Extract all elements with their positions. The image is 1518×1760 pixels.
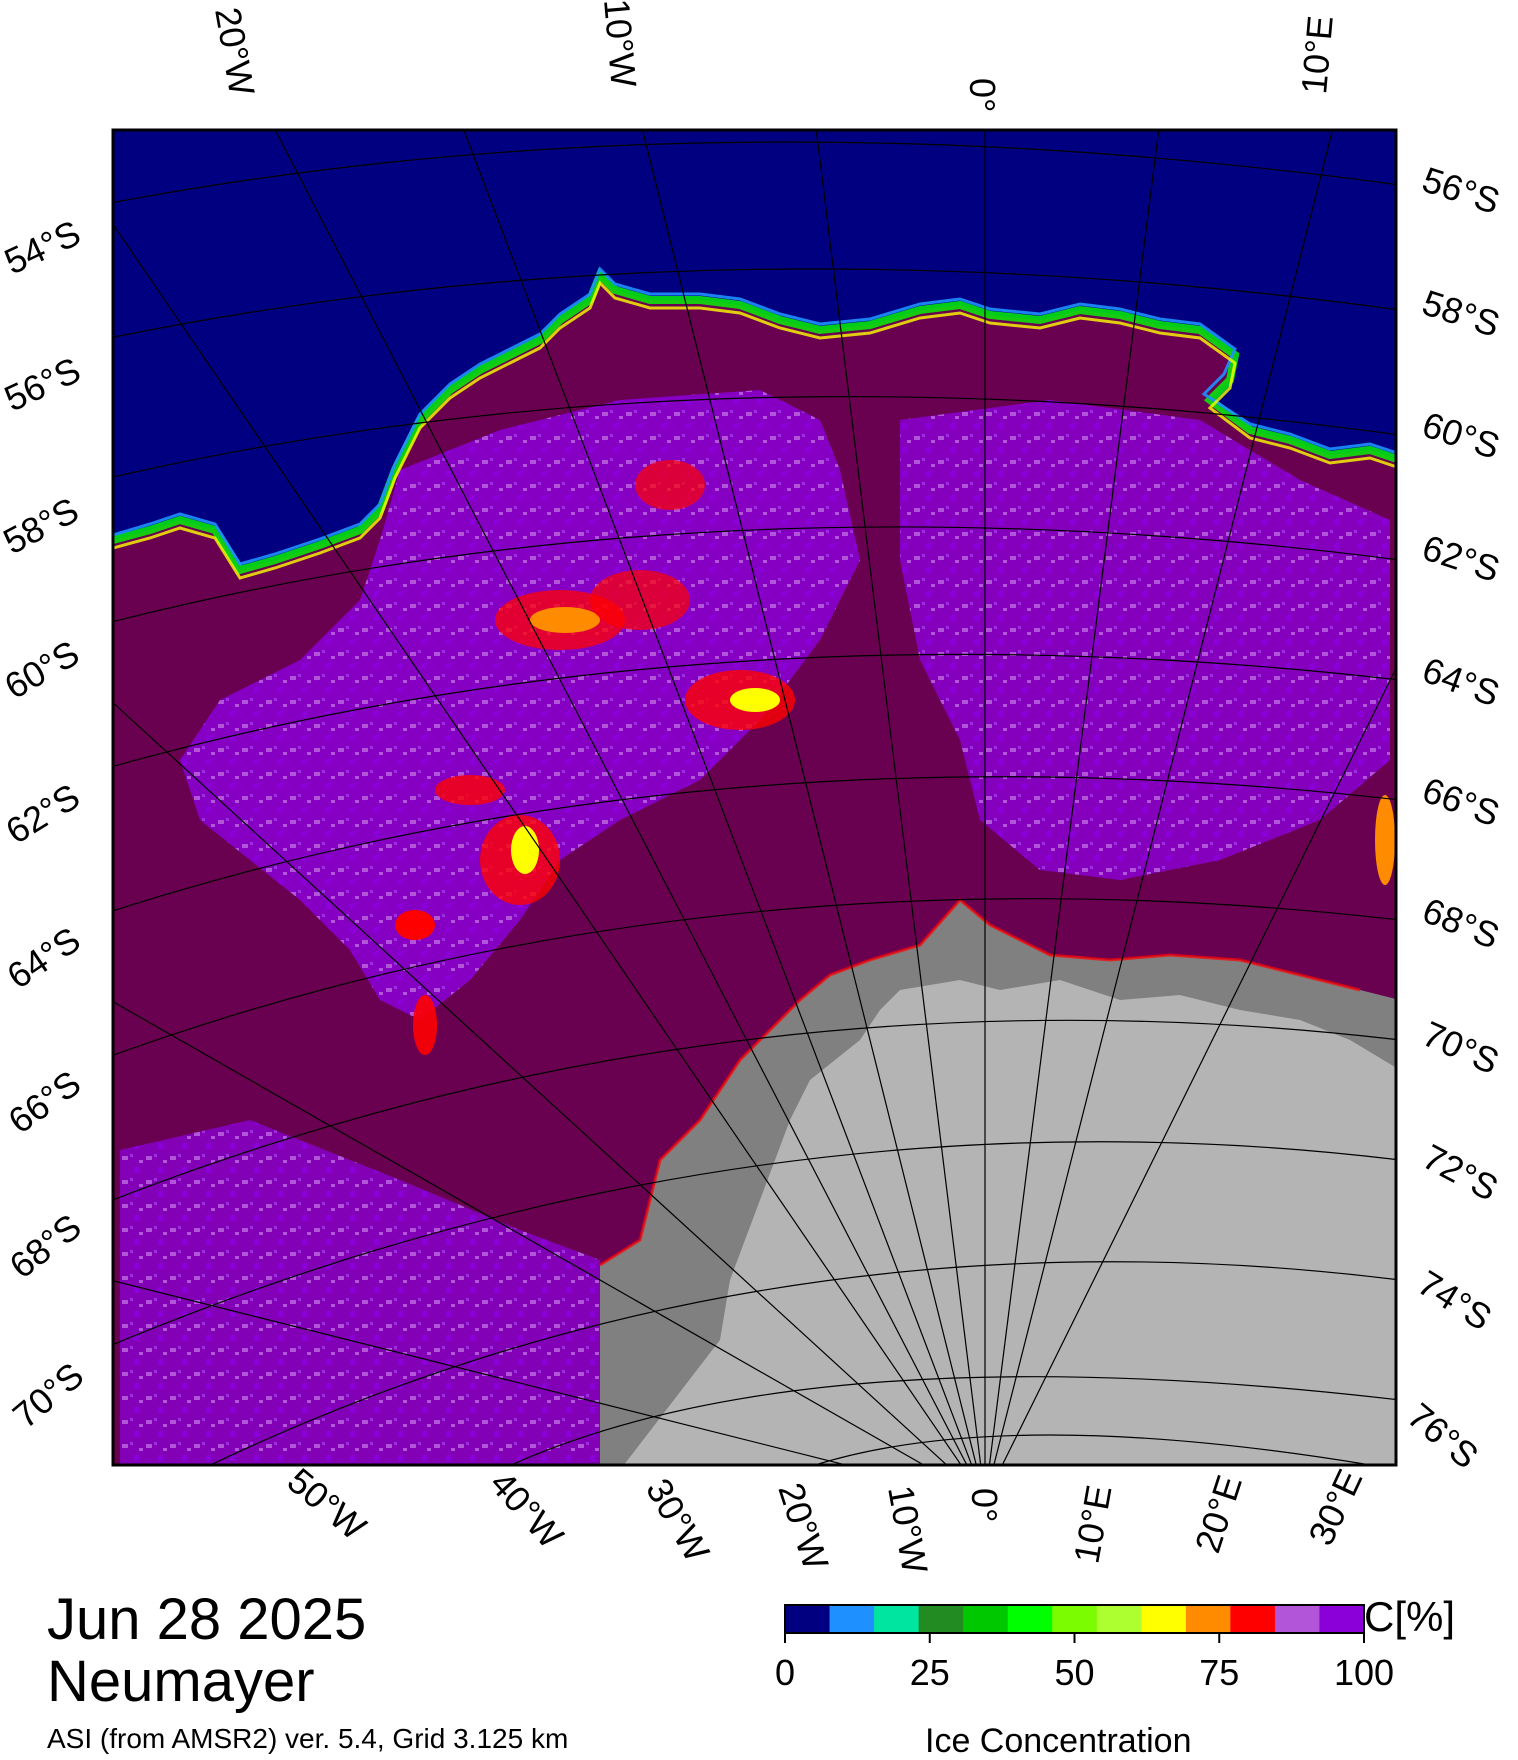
lat-label-left: 62°S — [0, 775, 87, 851]
colorbar-cell — [1141, 1605, 1187, 1633]
lon-label-bottom: 10°W — [880, 1482, 936, 1576]
lon-label-bottom: 30°W — [638, 1472, 718, 1569]
station-label: Neumayer — [47, 1649, 315, 1714]
lat-label-left: 60°S — [0, 632, 86, 707]
colorbar-cell — [963, 1605, 1009, 1633]
colorbar-cell — [1185, 1605, 1231, 1633]
colorbar-cell — [829, 1605, 875, 1633]
lat-label-right: 74°S — [1411, 1262, 1499, 1338]
colorbar-title: Ice Concentration — [925, 1722, 1192, 1760]
map-frame — [111, 128, 1398, 1467]
antarctica-land — [623, 980, 1396, 1465]
source-label: ASI (from AMSR2) ver. 5.4, Grid 3.125 km — [47, 1723, 569, 1754]
top-longitude-labels: 20°W 10°W 0° 10°E — [207, 0, 1341, 112]
lat-label-right: 64°S — [1417, 649, 1505, 714]
lat-label-left: 56°S — [0, 349, 86, 419]
lon-label-bottom: 20°E — [1187, 1470, 1250, 1557]
colorbar-cell — [1096, 1605, 1142, 1633]
ice-95-zone-south — [120, 1120, 610, 1465]
colorbar-tick-label: 100 — [1334, 1652, 1394, 1693]
ice-edge-inner — [113, 280, 1396, 580]
lat-label-right: 70°S — [1417, 1013, 1505, 1082]
left-latitude-labels: 54°S 56°S 58°S 60°S 62°S 64°S 66°S 68°S … — [0, 212, 91, 1436]
lon-label-top: 0° — [962, 78, 1003, 112]
map-content — [113, 130, 1396, 1465]
lon-label-bottom: 10°E — [1066, 1482, 1120, 1566]
lat-label-left: 70°S — [5, 1354, 91, 1436]
lat-label-right: 68°S — [1417, 889, 1505, 956]
colorbar-tick-label: 0 — [775, 1652, 795, 1693]
colorbar-cell — [1274, 1605, 1320, 1633]
colorbar-cell — [1230, 1605, 1276, 1633]
ice-95-zone-east — [900, 400, 1390, 880]
colorbar-cell — [918, 1605, 964, 1633]
colorbar: 0 25 50 75 100 — [775, 1604, 1394, 1693]
colorbar-cell — [785, 1605, 831, 1633]
colorbar-tick-label: 50 — [1054, 1652, 1094, 1693]
lat-label-right: 62°S — [1418, 527, 1505, 590]
latitude-gridlines — [113, 141, 1396, 1465]
colorbar-cell — [1052, 1605, 1098, 1633]
coast-edge — [599, 897, 1361, 1267]
lon-label-bottom: 30°E — [1300, 1463, 1370, 1551]
colorbar-cell — [1319, 1605, 1365, 1633]
bottom-longitude-labels: 50°W 40°W 30°W 20°W 10°W 0° 10°E 20°E 30… — [280, 1460, 1371, 1577]
lon-label-top: 10°W — [596, 0, 645, 89]
lat-label-right: 58°S — [1418, 282, 1505, 345]
lon-label-bottom: 50°W — [280, 1460, 374, 1548]
colorbar-tick-label: 75 — [1199, 1652, 1239, 1693]
lon-label-top: 10°E — [1293, 14, 1341, 96]
lat-label-right: 76°S — [1400, 1395, 1486, 1477]
lat-label-left: 64°S — [0, 919, 88, 997]
colorbar-unit: C[%] — [1364, 1593, 1456, 1640]
lon-label-top: 20°W — [207, 4, 263, 98]
colorbar-cells — [785, 1605, 1365, 1633]
lat-label-right: 56°S — [1418, 159, 1505, 222]
ice-95-zone — [180, 390, 860, 1020]
longitude-gridlines — [113, 130, 1396, 1465]
colorbar-tick-label: 25 — [910, 1652, 950, 1693]
date-label: Jun 28 2025 — [47, 1587, 367, 1652]
lat-label-right: 72°S — [1416, 1136, 1505, 1209]
lon-label-bottom: 0° — [964, 1488, 1005, 1522]
lat-label-left: 68°S — [2, 1206, 89, 1287]
colorbar-cell — [874, 1605, 920, 1633]
lon-label-bottom: 40°W — [482, 1463, 572, 1556]
lat-label-left: 66°S — [1, 1062, 89, 1141]
lat-label-left: 58°S — [0, 489, 85, 562]
lat-label-left: 54°S — [0, 212, 86, 282]
reduced-ice-patches — [395, 460, 1395, 1055]
lat-label-right: 60°S — [1418, 404, 1505, 467]
right-latitude-labels: 56°S 58°S 60°S 62°S 64°S 66°S 68°S 70°S … — [1400, 159, 1505, 1477]
colorbar-cell — [1007, 1605, 1053, 1633]
ice-edge-outer — [113, 266, 1396, 566]
colorbar-ticks: 0 25 50 75 100 — [775, 1633, 1394, 1693]
lon-label-bottom: 20°W — [770, 1478, 836, 1575]
lat-label-right: 66°S — [1417, 769, 1505, 834]
